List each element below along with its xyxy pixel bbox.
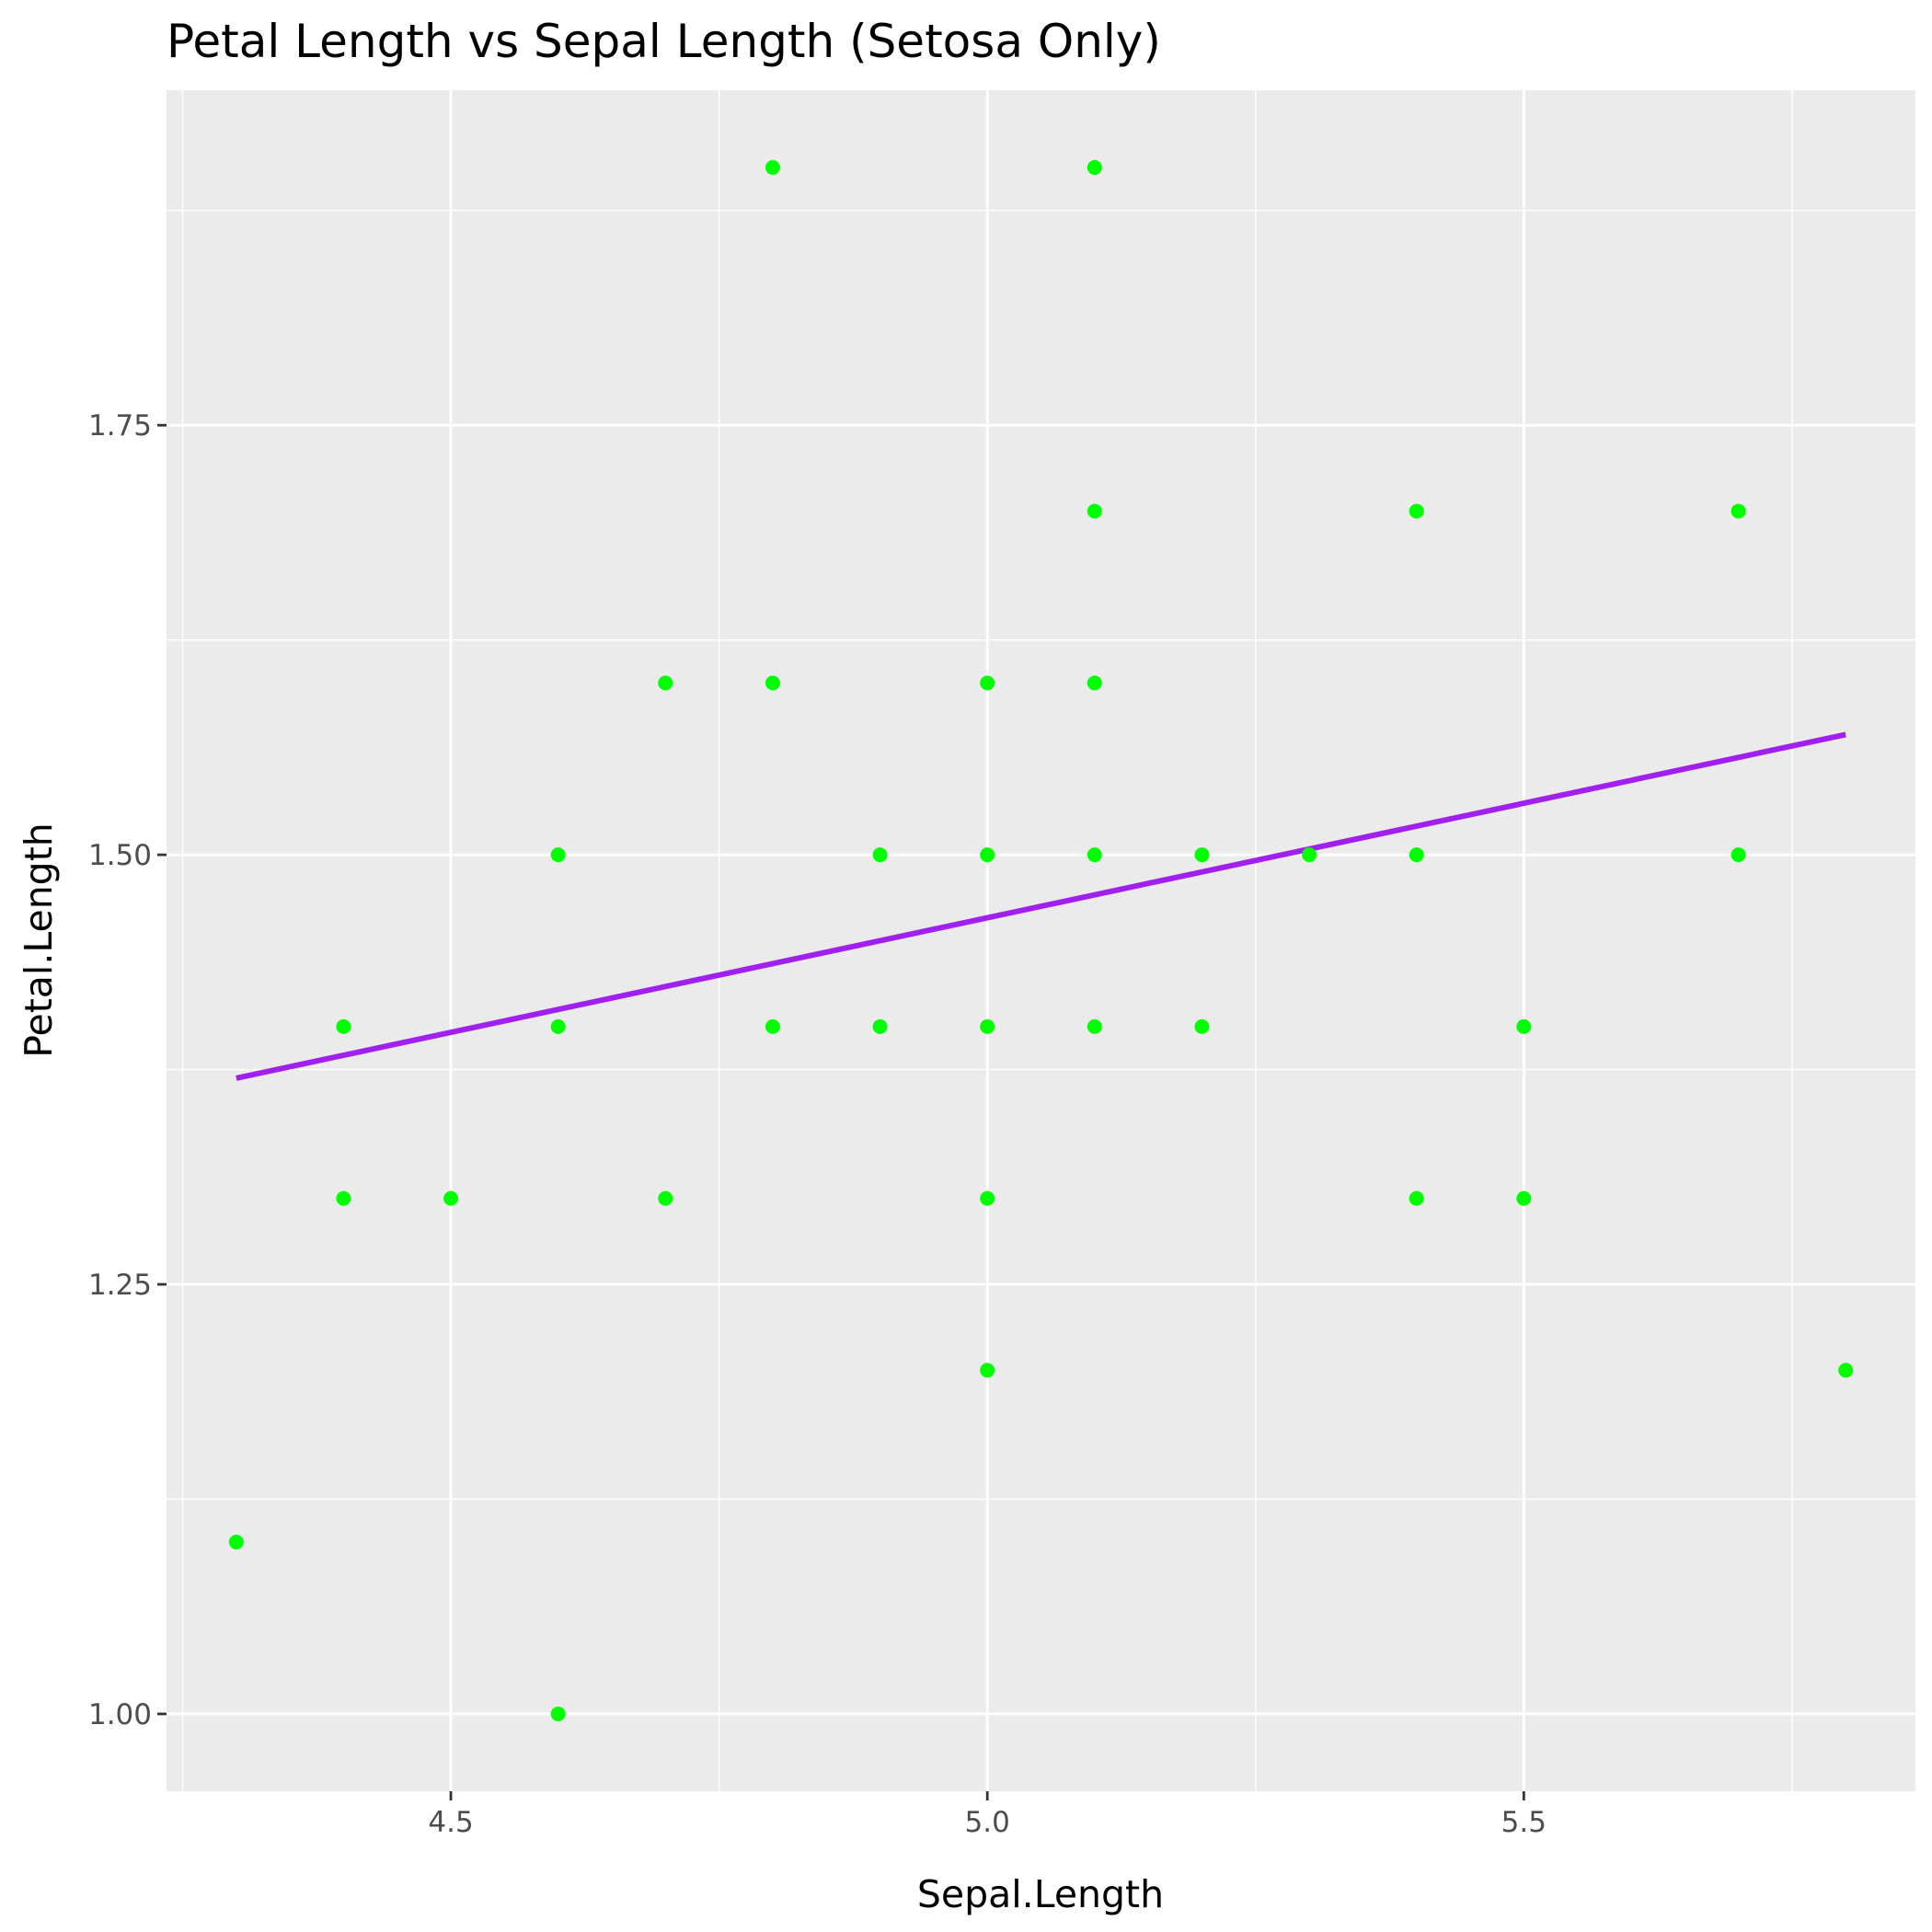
data-point [1087, 160, 1102, 176]
axis-ticks: 4.5 5.0 5.5 1.00 1.25 1.50 1.75 [88, 409, 1547, 1839]
plot-panel [167, 90, 1915, 1791]
data-point [1409, 847, 1424, 863]
x-axis-title: Sepal.Length [917, 1872, 1164, 1916]
data-point [980, 675, 995, 691]
major-gridlines [167, 90, 1915, 1791]
data-point [872, 1018, 888, 1034]
data-point [1731, 503, 1746, 519]
data-points [228, 160, 1854, 1721]
data-point [980, 847, 995, 863]
x-tick-label: 5.0 [965, 1806, 1010, 1839]
data-point [1516, 1018, 1532, 1034]
data-point [336, 1018, 351, 1034]
data-point [228, 1535, 244, 1550]
data-point [336, 1190, 351, 1206]
data-point [980, 1363, 995, 1378]
data-point [658, 1190, 673, 1206]
data-point [1087, 675, 1102, 691]
data-point [1516, 1190, 1532, 1206]
data-point [765, 160, 780, 176]
data-point [1302, 847, 1317, 863]
data-point [1087, 847, 1102, 863]
data-point [443, 1190, 459, 1206]
data-point [980, 1190, 995, 1206]
y-tick-label: 1.00 [88, 1698, 152, 1731]
data-point [1194, 1018, 1210, 1034]
data-point [1838, 1363, 1854, 1378]
data-point [765, 675, 780, 691]
y-tick-label: 1.75 [88, 409, 152, 443]
data-point [550, 847, 566, 863]
minor-gridlines [167, 90, 1915, 1791]
data-point [1409, 1190, 1424, 1206]
trend-line-group [236, 731, 1846, 1081]
data-point [1087, 1018, 1102, 1034]
data-point [1087, 503, 1102, 519]
data-point [765, 1018, 780, 1034]
y-axis-title: Petal.Length [17, 822, 61, 1058]
data-point [1731, 847, 1746, 863]
data-point [1194, 847, 1210, 863]
data-point [980, 1018, 995, 1034]
chart-title: Petal Length vs Sepal Length (Setosa Onl… [167, 15, 1161, 68]
data-point [550, 1706, 566, 1721]
trend-line [236, 731, 1846, 1081]
x-tick-label: 5.5 [1501, 1806, 1547, 1839]
y-tick-label: 1.25 [88, 1269, 152, 1302]
x-tick-label: 4.5 [428, 1806, 473, 1839]
data-point [1409, 503, 1424, 519]
data-point [658, 675, 673, 691]
data-point [550, 1018, 566, 1034]
y-tick-label: 1.50 [88, 839, 152, 872]
data-point [872, 847, 888, 863]
